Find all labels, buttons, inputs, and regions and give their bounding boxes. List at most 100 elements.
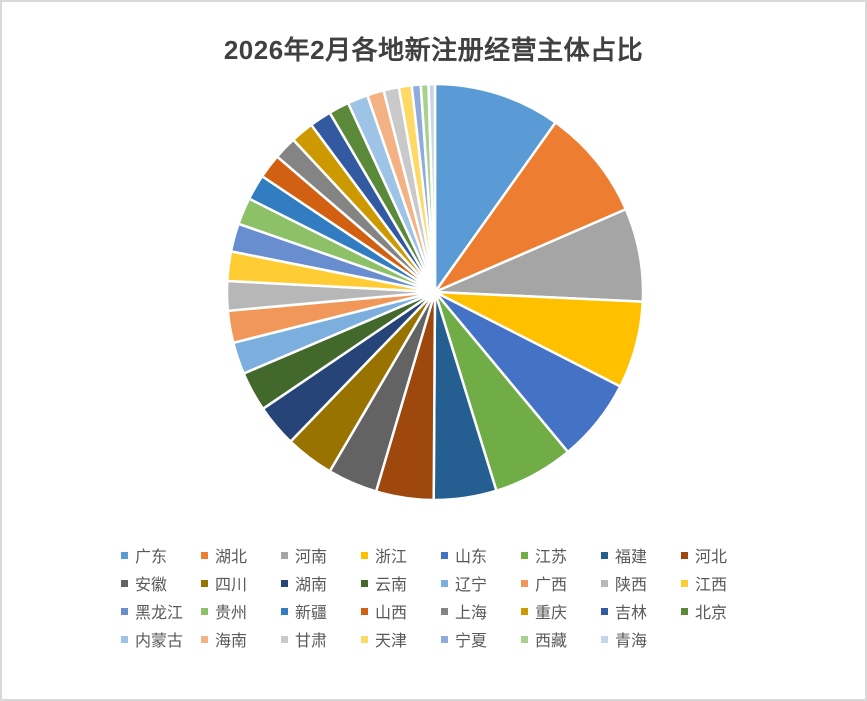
- legend-label: 湖南: [295, 575, 328, 594]
- pie-slice[interactable]: 青海: 0.5%: [427, 82, 437, 294]
- legend-swatch-icon: [601, 551, 608, 559]
- legend-label: 重庆: [535, 603, 568, 622]
- legend-item[interactable]: 河北: [681, 545, 728, 566]
- legend-item[interactable]: 重庆: [521, 601, 568, 622]
- legend-swatch-icon: [201, 607, 208, 615]
- legend-item[interactable]: 宁夏: [441, 629, 488, 650]
- legend-label: 云南: [375, 575, 408, 594]
- legend-label: 湖北: [215, 547, 248, 566]
- legend-item[interactable]: 西藏: [521, 629, 568, 650]
- legend-item[interactable]: 湖南: [281, 573, 328, 594]
- legend-swatch-icon: [441, 607, 448, 615]
- legend-label: 黑龙江: [135, 603, 184, 622]
- legend-item[interactable]: 陕西: [601, 573, 648, 594]
- legend-label: 河北: [695, 547, 728, 566]
- legend-swatch-icon: [121, 551, 128, 559]
- legend-swatch-icon: [361, 635, 368, 643]
- legend-label: 广东: [135, 547, 168, 566]
- legend-item[interactable]: 江西: [681, 573, 728, 594]
- pie-slices: 广东: 9.9%湖北: 8.7%河南: 7.3%浙江: 6.8%山东: 6.5%…: [225, 82, 645, 502]
- legend-item[interactable]: 河南: [281, 545, 328, 566]
- legend-swatch-icon: [281, 579, 288, 587]
- legend-swatch-icon: [201, 551, 208, 559]
- legend-item[interactable]: 四川: [201, 573, 248, 594]
- legend-swatch-icon: [601, 635, 608, 643]
- legend-label: 福建: [615, 547, 648, 566]
- legend-swatch-icon: [601, 579, 608, 587]
- legend-label: 陕西: [615, 575, 648, 594]
- legend-swatch-icon: [601, 607, 608, 615]
- legend-item[interactable]: 上海: [441, 601, 488, 622]
- legend-label: 河南: [295, 547, 328, 566]
- legend-label: 山东: [455, 547, 488, 566]
- legend-label: 江苏: [535, 547, 568, 566]
- legend-item[interactable]: 新疆: [281, 601, 328, 622]
- legend-item[interactable]: 浙江: [361, 545, 408, 566]
- legend-item[interactable]: 辽宁: [441, 573, 488, 594]
- legend-label: 新疆: [295, 603, 328, 622]
- pie-slice[interactable]: 湖北: 8.7%: [433, 121, 628, 294]
- legend-item[interactable]: 贵州: [201, 601, 248, 622]
- legend-swatch-icon: [281, 551, 288, 559]
- legend-label: 浙江: [375, 547, 408, 566]
- legend-item[interactable]: 青海: [601, 629, 648, 650]
- legend-label: 江西: [695, 575, 728, 594]
- legend-swatch-icon: [121, 635, 128, 643]
- legend-item[interactable]: 福建: [601, 545, 648, 566]
- legend-label: 宁夏: [455, 631, 488, 650]
- legend-item[interactable]: 安徽: [121, 573, 168, 594]
- legend-label: 四川: [215, 575, 248, 594]
- legend-item[interactable]: 云南: [361, 573, 408, 594]
- legend-label: 山西: [375, 603, 408, 622]
- legend-swatch-icon: [361, 551, 368, 559]
- legend-item[interactable]: 山东: [441, 545, 488, 566]
- legend-item[interactable]: 广东: [121, 545, 168, 566]
- legend-label: 上海: [455, 603, 488, 622]
- legend-swatch-icon: [201, 635, 208, 643]
- legend-label: 广西: [535, 575, 568, 594]
- legend-label: 天津: [375, 631, 408, 650]
- legend-label: 内蒙古: [135, 631, 184, 650]
- legend-item[interactable]: 天津: [361, 629, 408, 650]
- chart-title: 2026年2月各地新注册经营主体占比: [223, 35, 644, 65]
- legend-item[interactable]: 北京: [681, 601, 728, 622]
- legend-item[interactable]: 广西: [521, 573, 568, 594]
- pie-slice[interactable]: 广东: 9.9%: [433, 82, 557, 294]
- legend-swatch-icon: [681, 551, 688, 559]
- legend-swatch-icon: [361, 607, 368, 615]
- legend-label: 辽宁: [455, 575, 488, 594]
- legend-label: 北京: [695, 603, 728, 622]
- legend-swatch-icon: [441, 579, 448, 587]
- legend-item[interactable]: 内蒙古: [121, 629, 184, 650]
- legend-swatch-icon: [681, 607, 688, 615]
- legend-swatch-icon: [201, 579, 208, 587]
- legend-label: 吉林: [615, 603, 648, 622]
- legend-swatch-icon: [521, 635, 528, 643]
- legend-label: 贵州: [215, 603, 248, 622]
- legend-label: 安徽: [135, 575, 168, 594]
- legend-label: 海南: [215, 631, 248, 650]
- legend-item[interactable]: 山西: [361, 601, 408, 622]
- legend-swatch-icon: [521, 607, 528, 615]
- legend-swatch-icon: [441, 551, 448, 559]
- legend-swatch-icon: [121, 607, 128, 615]
- legend-item[interactable]: 甘肃: [281, 629, 328, 650]
- legend-swatch-icon: [281, 607, 288, 615]
- legend-item[interactable]: 江苏: [521, 545, 568, 566]
- legend-item[interactable]: 湖北: [201, 545, 248, 566]
- legend-swatch-icon: [521, 551, 528, 559]
- legend-label: 西藏: [535, 631, 568, 650]
- legend-label: 甘肃: [295, 631, 328, 650]
- legend-swatch-icon: [361, 579, 368, 587]
- legend-label: 青海: [615, 631, 648, 650]
- legend-swatch-icon: [281, 635, 288, 643]
- legend-swatch-icon: [681, 579, 688, 587]
- legend-swatch-icon: [121, 579, 128, 587]
- legend-swatch-icon: [441, 635, 448, 643]
- legend-swatch-icon: [521, 579, 528, 587]
- legend-item[interactable]: 黑龙江: [121, 601, 184, 622]
- legend-item[interactable]: 吉林: [601, 601, 648, 622]
- legend-item[interactable]: 海南: [201, 629, 248, 650]
